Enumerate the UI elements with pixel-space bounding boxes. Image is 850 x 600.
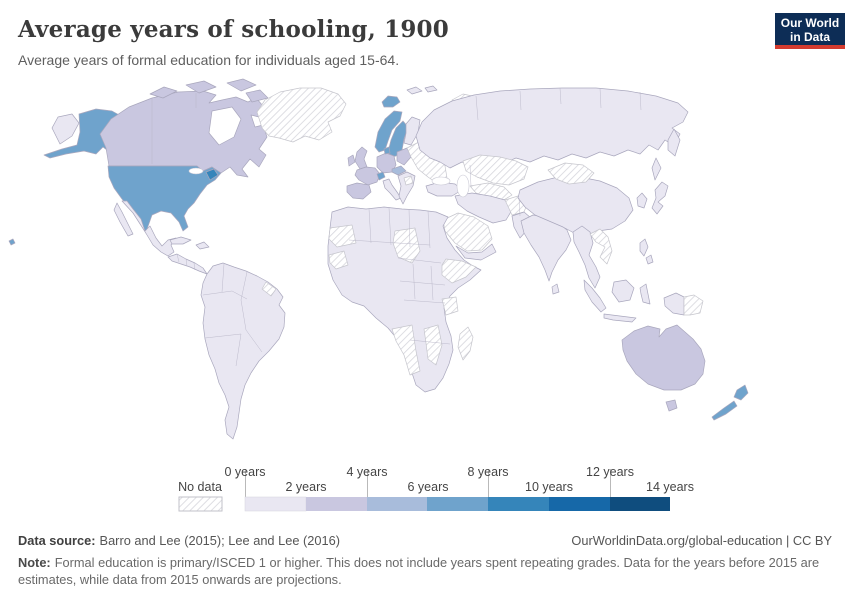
region-balkans[interactable] (397, 171, 416, 205)
region-canada[interactable] (99, 90, 268, 178)
region-mauritania-wsahara[interactable] (328, 224, 357, 248)
country-borders (151, 87, 642, 367)
region-serbia[interactable] (403, 175, 414, 186)
region-new-zealand-north[interactable] (733, 384, 749, 401)
legend-label-8: 8 years (467, 465, 509, 479)
legend-swatch-4-6[interactable] (367, 497, 427, 511)
legend-label-12: 12 years (586, 465, 634, 479)
region-mainland-se-asia[interactable] (572, 225, 601, 289)
legend-swatch-2-4[interactable] (306, 497, 367, 511)
region-ethiopia-somalia[interactable] (441, 258, 477, 284)
chart-subtitle: Average years of formal education for in… (18, 52, 400, 68)
region-guinea[interactable] (328, 250, 349, 270)
region-finland[interactable] (403, 116, 421, 146)
legend-label-14: 14 years (646, 480, 694, 494)
region-greenland[interactable] (256, 87, 347, 143)
footer-note: Note: Formal education is primary/ISCED 1… (18, 554, 830, 589)
region-java[interactable] (603, 313, 637, 323)
caspian-sea (456, 174, 470, 198)
region-new-guinea-west[interactable] (663, 292, 685, 316)
map-legend (178, 469, 670, 512)
region-new-zealand-south[interactable] (711, 400, 738, 421)
legend-swatch-0-2[interactable] (244, 496, 307, 512)
great-lakes (188, 167, 204, 175)
region-france[interactable] (354, 166, 381, 186)
region-italy[interactable] (382, 178, 402, 201)
region-madagascar[interactable] (457, 326, 474, 361)
logo-line2: in Data (789, 30, 830, 44)
logo-line1: Our World (780, 16, 840, 30)
region-poland[interactable] (396, 147, 412, 166)
region-sakhalin[interactable] (651, 157, 662, 181)
legend-swatch-10-12[interactable] (549, 497, 610, 511)
region-svalbard[interactable] (406, 85, 438, 95)
region-norway[interactable] (374, 110, 403, 153)
region-russia[interactable] (415, 87, 689, 169)
region-sumatra[interactable] (583, 279, 607, 313)
region-south-america[interactable] (200, 262, 286, 440)
region-cuba[interactable] (169, 236, 192, 245)
region-denmark[interactable] (383, 146, 391, 155)
region-sulawesi[interactable] (639, 283, 651, 305)
legend-label-2: 2 years (285, 480, 327, 494)
legend-swatch-no-data[interactable] (178, 496, 223, 512)
legend-label-6: 6 years (407, 480, 449, 494)
region-saudi-arabia[interactable] (442, 212, 493, 252)
region-uk[interactable] (354, 146, 368, 170)
region-chad[interactable] (392, 227, 421, 264)
legend-no-data-label: No data (178, 480, 222, 494)
footer-source-row: Data source: Barro and Lee (2015); Lee an… (18, 533, 832, 548)
note-label: Note: (18, 555, 51, 570)
region-alaska[interactable] (43, 108, 123, 159)
region-guyana[interactable] (261, 281, 277, 297)
region-japan[interactable] (651, 181, 669, 215)
data-source-label: Data source: (18, 533, 96, 548)
region-kazakhstan[interactable] (462, 154, 529, 186)
region-korea[interactable] (636, 192, 648, 209)
legend-swatch-12-14[interactable] (610, 497, 670, 511)
region-kamchatka[interactable] (667, 128, 681, 157)
region-borneo[interactable] (611, 279, 635, 303)
region-austria-czechia[interactable] (391, 165, 407, 176)
region-papua-new-guinea[interactable] (683, 294, 704, 316)
region-switzerland[interactable] (376, 171, 386, 181)
world-map (8, 78, 749, 440)
region-angola-namibia[interactable] (391, 324, 421, 376)
region-ireland[interactable] (347, 154, 356, 167)
owid-link[interactable]: OurWorldinData.org/global-education | CC… (571, 533, 832, 548)
black-sea (431, 176, 451, 186)
region-iran-iraq[interactable] (454, 192, 513, 224)
region-africa[interactable] (327, 206, 482, 393)
region-tanzania[interactable] (441, 296, 459, 316)
region-philippines[interactable] (639, 238, 654, 265)
region-us-northeast[interactable] (205, 168, 219, 181)
region-mexico[interactable] (121, 200, 177, 257)
region-yemen-oman[interactable] (455, 243, 497, 261)
region-australia[interactable] (621, 324, 706, 391)
region-iberia[interactable] (346, 182, 372, 200)
region-hispaniola[interactable] (195, 241, 210, 250)
page-title: Average years of schooling, 1900 (18, 16, 449, 43)
region-tasmania[interactable] (665, 399, 678, 412)
legend-label-0: 0 years (224, 465, 266, 479)
region-iceland[interactable] (381, 95, 401, 108)
region-chukotka[interactable] (51, 113, 80, 145)
region-mongolia[interactable] (547, 162, 595, 185)
legend-swatch-6-8[interactable] (427, 497, 488, 511)
region-hawaii[interactable] (8, 238, 16, 246)
note-text: Formal education is primary/ISCED 1 or h… (18, 555, 820, 588)
region-arctic-islands[interactable] (149, 78, 269, 103)
legend-label-10: 10 years (525, 480, 573, 494)
region-central-america[interactable] (167, 253, 208, 275)
data-source-text: Barro and Lee (2015); Lee and Lee (2016) (99, 533, 341, 548)
owid-logo[interactable]: Our World in Data (775, 13, 845, 49)
region-baja-california[interactable] (113, 202, 134, 237)
region-vietnam[interactable] (589, 228, 613, 265)
region-mozambique[interactable] (423, 324, 443, 366)
region-sri-lanka[interactable] (551, 283, 560, 295)
legend-label-4: 4 years (346, 465, 388, 479)
legend-swatch-8-10[interactable] (488, 497, 549, 511)
